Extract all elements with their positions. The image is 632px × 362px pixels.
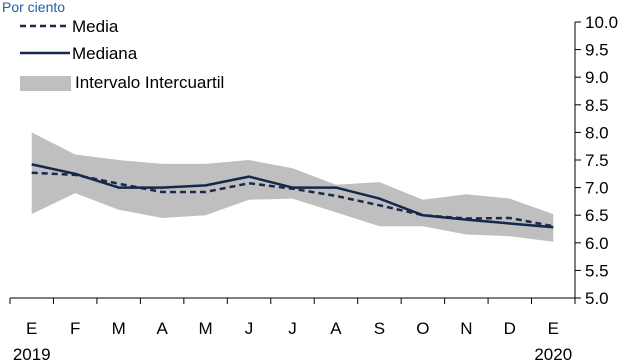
- y-tick-label: 6.0: [585, 234, 609, 253]
- year-label: 2019: [13, 345, 51, 362]
- x-tick-label: E: [26, 319, 37, 338]
- x-tick-label: M: [112, 319, 126, 338]
- axes: [9, 21, 581, 304]
- x-tick-labels: E F M A M J J A S O N D E 2019 2020: [13, 319, 572, 362]
- y-tick-label: 7.0: [585, 179, 609, 198]
- legend-swatch-band: [20, 76, 71, 91]
- x-tick-label: A: [330, 319, 342, 338]
- y-tick-label: 8.0: [585, 123, 609, 142]
- y-tick-label: 9.0: [585, 68, 609, 87]
- y-tick-labels: 5.0 5.5 6.0 6.5 7.0 7.5 8.0 8.5 9.0 9.5 10.0: [585, 13, 618, 308]
- x-tick-label: S: [374, 319, 385, 338]
- y-tick-label: 5.0: [585, 289, 609, 308]
- y-tick-label: 10.0: [585, 13, 618, 32]
- y-tick-label: 6.5: [585, 206, 609, 225]
- series-line-mediana: [31, 163, 554, 229]
- y-tick-label: 8.5: [585, 96, 609, 115]
- legend: Media Mediana Intervalo Intercuartil: [20, 17, 224, 92]
- y-tick-label: 5.5: [585, 261, 609, 280]
- legend-label-media: Media: [72, 17, 119, 36]
- x-tick-label: A: [156, 319, 168, 338]
- y-tick-label: 7.5: [585, 151, 609, 170]
- y-tick-label: 9.5: [585, 41, 609, 60]
- x-tick-label: E: [548, 319, 559, 338]
- x-tick-label: N: [460, 319, 472, 338]
- series-lines: [31, 163, 554, 229]
- legend-label-band: Intervalo Intercuartil: [75, 73, 224, 92]
- year-label: 2020: [534, 345, 572, 362]
- legend-label-mediana: Mediana: [72, 44, 138, 63]
- x-tick-label: J: [245, 319, 254, 338]
- unit-label: Por ciento: [2, 0, 65, 15]
- x-tick-label: F: [70, 319, 80, 338]
- x-tick-label: M: [198, 319, 212, 338]
- x-tick-label: O: [416, 319, 429, 338]
- x-tick-label: J: [288, 319, 297, 338]
- x-tick-label: D: [504, 319, 516, 338]
